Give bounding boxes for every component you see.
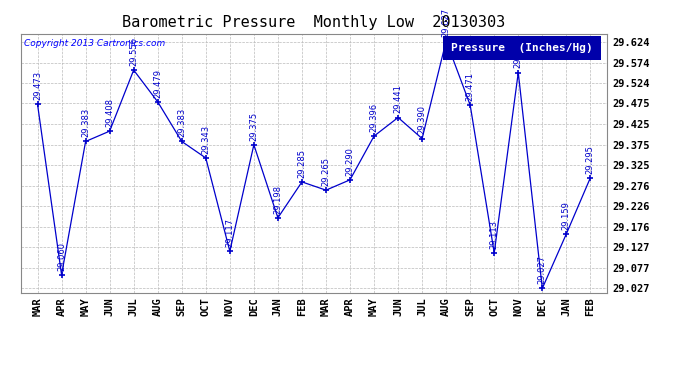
Text: 29.627: 29.627	[442, 8, 451, 37]
Text: 29.396: 29.396	[370, 103, 379, 132]
Text: 29.471: 29.471	[466, 72, 475, 101]
Text: 29.479: 29.479	[153, 69, 162, 98]
Text: 29.383: 29.383	[81, 108, 90, 137]
Text: 29.556: 29.556	[129, 37, 138, 66]
Text: 29.441: 29.441	[393, 84, 402, 113]
Text: 29.113: 29.113	[490, 220, 499, 249]
Text: Copyright 2013 Cartronics.com: Copyright 2013 Cartronics.com	[23, 39, 165, 48]
Title: Barometric Pressure  Monthly Low  20130303: Barometric Pressure Monthly Low 20130303	[122, 15, 506, 30]
Text: 29.285: 29.285	[297, 149, 306, 178]
Text: 29.265: 29.265	[322, 157, 331, 186]
Text: 29.290: 29.290	[346, 147, 355, 176]
Text: 29.550: 29.550	[514, 39, 523, 68]
Text: 29.159: 29.159	[562, 201, 571, 230]
Text: 29.375: 29.375	[249, 111, 258, 141]
Text: 29.295: 29.295	[586, 145, 595, 174]
Text: 29.117: 29.117	[226, 218, 235, 247]
Text: 29.027: 29.027	[538, 255, 546, 284]
Text: 29.390: 29.390	[417, 105, 426, 134]
Text: 29.408: 29.408	[105, 98, 114, 127]
Text: 29.473: 29.473	[33, 71, 42, 100]
Text: 29.343: 29.343	[201, 124, 210, 154]
Text: 29.060: 29.060	[57, 242, 66, 271]
Text: 29.383: 29.383	[177, 108, 186, 137]
Text: 29.198: 29.198	[273, 184, 282, 214]
